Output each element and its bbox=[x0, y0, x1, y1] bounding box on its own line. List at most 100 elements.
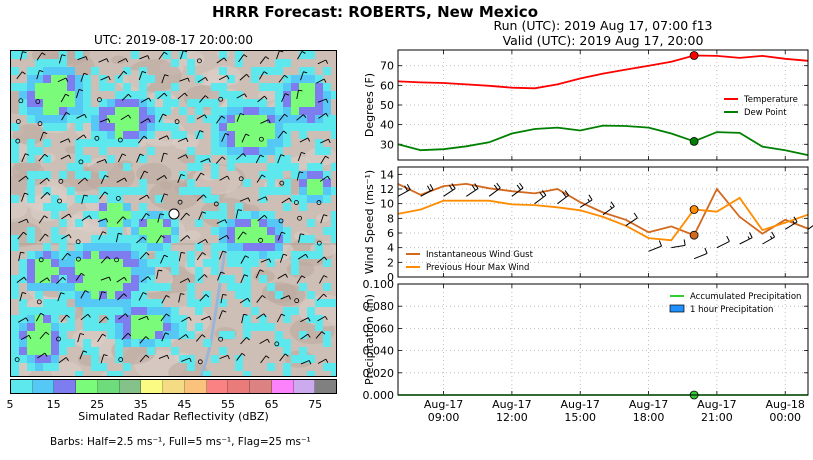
wind-barb-feather bbox=[323, 275, 328, 278]
calm-circle bbox=[274, 341, 280, 347]
wind-barb bbox=[671, 244, 686, 249]
colorbar-tick-label: 25 bbox=[90, 398, 105, 411]
wind-barb-feather bbox=[67, 252, 71, 257]
wind-barb-feather bbox=[146, 316, 149, 321]
reflectivity-cell bbox=[139, 219, 147, 227]
reflectivity-cell bbox=[275, 139, 283, 147]
wind-barb bbox=[140, 118, 149, 124]
reflectivity-cell bbox=[59, 235, 67, 243]
reflectivity-cell bbox=[243, 315, 251, 323]
reflectivity-cell bbox=[251, 75, 259, 83]
wind-barb bbox=[121, 93, 129, 101]
wind-barb-feather bbox=[426, 185, 431, 192]
x-tick-label: Aug-18 bbox=[765, 398, 804, 411]
wind-barb-feather bbox=[83, 134, 87, 139]
reflectivity-cell bbox=[75, 283, 83, 291]
wind-barb-feather bbox=[88, 215, 92, 220]
reflectivity-cell bbox=[43, 339, 51, 347]
wind-barb-feather bbox=[283, 130, 287, 134]
reflectivity-cell bbox=[83, 195, 91, 203]
reflectivity-cell bbox=[51, 107, 59, 115]
wind-barb bbox=[98, 58, 107, 63]
reflectivity-cell bbox=[155, 123, 163, 131]
reflectivity-cell bbox=[291, 91, 299, 99]
reflectivity-cell bbox=[147, 123, 155, 131]
reflectivity-cell bbox=[27, 179, 35, 187]
wind-barb bbox=[239, 197, 249, 202]
reflectivity-cell bbox=[67, 307, 75, 315]
reflectivity-cell bbox=[299, 115, 307, 123]
calm-circle bbox=[38, 257, 44, 263]
reflectivity-cell bbox=[171, 315, 179, 323]
reflectivity-cell bbox=[59, 203, 67, 211]
wind-barb bbox=[466, 188, 479, 197]
reflectivity-cell bbox=[267, 227, 275, 235]
reflectivity-cell bbox=[139, 75, 147, 83]
calm-circle bbox=[197, 359, 203, 365]
wind-barb bbox=[739, 237, 753, 245]
reflectivity-cell bbox=[283, 203, 291, 211]
wind-barb bbox=[121, 332, 129, 340]
wind-barb-feather bbox=[125, 313, 129, 318]
wind-barb bbox=[648, 245, 662, 252]
location-marker bbox=[168, 208, 180, 220]
wind-barb-feather bbox=[246, 336, 250, 341]
wind-barb-feather bbox=[281, 313, 286, 317]
wind-barb-feather bbox=[588, 194, 593, 201]
reflectivity-colorbar bbox=[10, 379, 337, 394]
reflectivity-cell bbox=[299, 283, 307, 291]
reflectivity-cell bbox=[99, 211, 107, 219]
reflectivity-cell bbox=[219, 211, 227, 219]
reflectivity-cell bbox=[107, 283, 115, 291]
wind-barb-feather bbox=[244, 274, 249, 277]
wind-barb-feather bbox=[208, 316, 212, 321]
reflectivity-cell bbox=[331, 123, 336, 131]
wind-barb bbox=[35, 313, 42, 322]
reflectivity-cell bbox=[251, 123, 259, 131]
reflectivity-cell bbox=[219, 83, 227, 91]
wind-barb-feather bbox=[204, 114, 208, 119]
reflectivity-cell bbox=[147, 323, 155, 331]
reflectivity-cell bbox=[131, 323, 139, 331]
calm-circle bbox=[177, 199, 183, 205]
reflectivity-cell bbox=[195, 243, 203, 251]
reflectivity-cell bbox=[227, 107, 235, 115]
wind-barb bbox=[320, 214, 325, 224]
calm-circle bbox=[15, 119, 21, 124]
reflectivity-cell bbox=[59, 115, 67, 123]
reflectivity-cell bbox=[307, 99, 315, 107]
x-tick-label: 18:00 bbox=[633, 411, 665, 424]
reflectivity-cell bbox=[235, 219, 243, 227]
wind-barb bbox=[241, 133, 247, 143]
legend-label: 1 hour Precipitation bbox=[690, 305, 773, 315]
wind-barb bbox=[39, 233, 46, 242]
reflectivity-cell bbox=[43, 243, 51, 251]
reflectivity-cell bbox=[307, 171, 315, 179]
lake-feature bbox=[199, 250, 227, 376]
reflectivity-cell bbox=[219, 123, 227, 131]
reflectivity-cell bbox=[131, 243, 139, 251]
y-tick-label: 50 bbox=[380, 99, 394, 112]
reflectivity-cell bbox=[187, 115, 195, 123]
legend-label: Instantaneous Wind Gust bbox=[426, 250, 534, 260]
reflectivity-cell bbox=[43, 107, 51, 115]
wind-barb bbox=[58, 357, 67, 364]
reflectivity-cell bbox=[35, 339, 43, 347]
reflectivity-cell bbox=[267, 363, 275, 371]
colorbar-segment bbox=[206, 380, 229, 393]
reflectivity-cell bbox=[251, 243, 259, 251]
reflectivity-cell bbox=[35, 275, 43, 283]
reflectivity-cell bbox=[195, 307, 203, 315]
reflectivity-cell bbox=[227, 251, 235, 259]
wind-barb bbox=[156, 174, 165, 181]
wind-barb bbox=[61, 234, 70, 240]
wind-barb bbox=[317, 256, 325, 263]
wind-barb-feather bbox=[159, 213, 165, 216]
reflectivity-cell bbox=[323, 339, 331, 347]
reflectivity-cell bbox=[299, 123, 307, 131]
reflectivity-cell bbox=[163, 99, 171, 107]
reflectivity-cell bbox=[147, 211, 155, 219]
reflectivity-cell bbox=[211, 147, 219, 155]
reflectivity-cell bbox=[235, 107, 243, 115]
reflectivity-cell bbox=[123, 115, 131, 123]
